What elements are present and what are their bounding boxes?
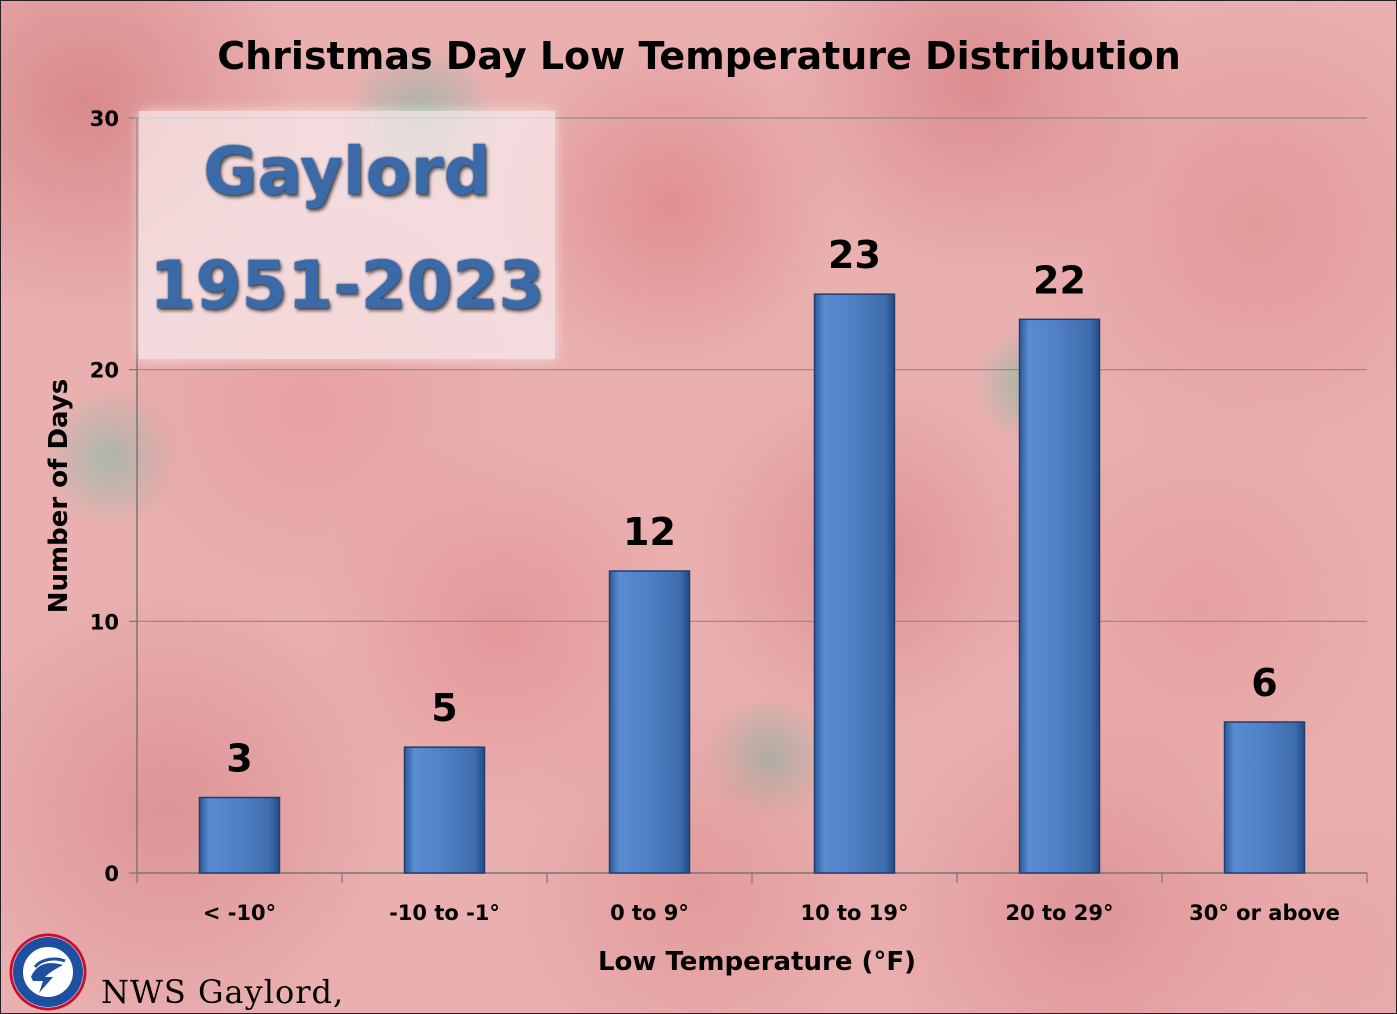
nws-credit: NWS Gaylord,: [101, 973, 345, 1011]
bar-value-label: 3: [226, 737, 252, 781]
bar: [198, 796, 281, 874]
y-tick-label: 20: [90, 359, 119, 383]
data-labels: 3 5 12 23 22 6: [226, 233, 1277, 780]
y-tick-label: 30: [90, 107, 119, 131]
y-tick-labels: 0 10 20 30: [90, 107, 119, 886]
x-tick-label: 20 to 29°: [1005, 901, 1113, 925]
x-tick-label: -10 to -1°: [389, 901, 500, 925]
x-tick-label: 10 to 19°: [800, 901, 908, 925]
bar: [813, 293, 896, 874]
bar: [1223, 721, 1306, 874]
x-tick-label: 0 to 9°: [610, 901, 689, 925]
y-tick-label: 10: [90, 610, 119, 634]
station-overlay: Gaylord 1951-2023: [139, 111, 555, 359]
bar-value-label: 23: [828, 233, 881, 277]
station-name: Gaylord: [203, 133, 491, 210]
x-axis-title: Low Temperature (°F): [598, 947, 916, 977]
period-of-record: 1951-2023: [149, 247, 545, 324]
bar-value-label: 12: [623, 510, 676, 554]
x-tick-labels: < -10° -10 to -1° 0 to 9° 10 to 19° 20 to 29…: [203, 901, 1340, 925]
axes: [129, 117, 1368, 883]
bar-value-label: 5: [431, 686, 457, 730]
bar: [403, 746, 486, 874]
bar-value-label: 6: [1251, 661, 1277, 705]
x-tick-label: 30° or above: [1189, 901, 1340, 925]
bar: [608, 570, 691, 874]
nws-logo-icon: [9, 933, 87, 1011]
y-tick-label: 0: [104, 862, 119, 886]
bar: [1018, 318, 1101, 874]
bar-value-label: 22: [1033, 258, 1086, 302]
x-tick-label: < -10°: [203, 901, 276, 925]
y-axis-title: Number of Days: [44, 379, 74, 613]
bars: [198, 293, 1306, 874]
chart-title: Christmas Day Low Temperature Distributi…: [217, 34, 1181, 78]
